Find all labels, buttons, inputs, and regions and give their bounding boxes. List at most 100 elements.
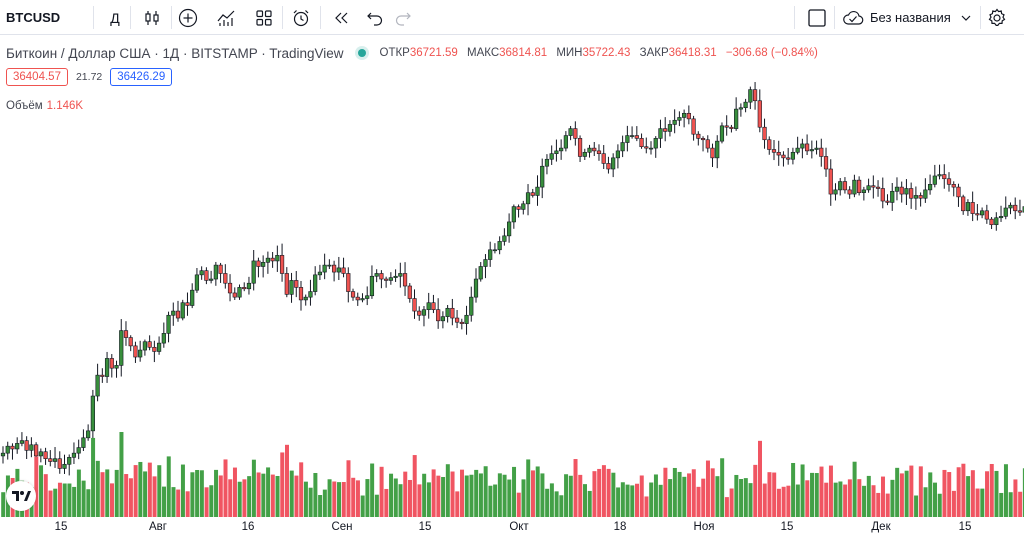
- volume-bar: [687, 473, 692, 517]
- candle-body: [199, 270, 204, 276]
- candle-body: [946, 178, 952, 185]
- volume-bar: [109, 483, 114, 517]
- volume-bar: [578, 474, 583, 517]
- templates-icon[interactable]: [250, 0, 278, 35]
- candle-body: [190, 289, 195, 306]
- candle-body: [629, 135, 635, 137]
- volume-bar: [762, 483, 767, 517]
- volume-bar: [592, 471, 597, 517]
- candle-body: [261, 262, 266, 267]
- volume-bar: [407, 479, 412, 517]
- undo-icon[interactable]: [361, 0, 389, 35]
- volume-bar: [379, 466, 384, 517]
- candle-body: [218, 264, 223, 274]
- candle-body: [436, 309, 441, 322]
- layout-name-label: Без названия: [870, 10, 951, 25]
- candle-body: [833, 189, 838, 195]
- symbol-search-button[interactable]: BTCUSD: [6, 10, 61, 25]
- volume-bar: [734, 474, 739, 517]
- replay-icon[interactable]: [327, 0, 355, 35]
- volume-bar: [389, 473, 394, 517]
- candle-body: [251, 260, 256, 284]
- candle-body: [932, 175, 937, 185]
- volume-bar: [313, 472, 318, 517]
- volume-bar: [374, 494, 379, 517]
- volume-bar: [989, 463, 994, 517]
- candle-body: [521, 203, 526, 210]
- candle-body: [398, 273, 403, 277]
- candle-body: [147, 341, 152, 348]
- volume-bar: [672, 467, 677, 517]
- volume-bar: [124, 474, 129, 517]
- candle-body: [786, 157, 791, 160]
- buy-price-button[interactable]: 36426.29: [110, 68, 173, 86]
- alert-icon[interactable]: [287, 0, 315, 35]
- candle-body: [516, 206, 521, 210]
- ohlc-values: ОТКР36721.59 МАКС36814.81 МИН35722.43 ЗА…: [380, 47, 824, 59]
- series-title[interactable]: Биткоин / Доллар США · 1Д · BITSTAMP · T…: [6, 45, 344, 61]
- volume-bar: [956, 467, 961, 517]
- candle-body: [346, 273, 351, 292]
- candle-body: [232, 292, 237, 298]
- volume-bar: [635, 483, 640, 517]
- volume-bar: [616, 487, 621, 517]
- toolbar-divider: [980, 6, 981, 29]
- candle-body: [242, 287, 247, 290]
- volume-bar: [39, 465, 44, 517]
- volume-bar: [266, 467, 271, 517]
- volume-bar: [611, 472, 616, 517]
- candle-body: [454, 317, 460, 323]
- volume-bar: [370, 463, 375, 517]
- market-status-icon[interactable]: [357, 49, 366, 57]
- timeframe-button[interactable]: Д: [110, 9, 120, 26]
- compare-icon[interactable]: [212, 0, 240, 35]
- candle-body: [445, 307, 450, 317]
- volume-bar: [322, 489, 327, 517]
- toolbar-divider: [130, 6, 131, 29]
- price-chart[interactable]: 15 Авг 16 Сен 15 Окт 18 Ноя 15 Дек 15: [0, 36, 1024, 537]
- candle-body: [95, 374, 100, 397]
- candle-body: [549, 153, 554, 160]
- candle-body: [757, 100, 762, 128]
- gear-icon[interactable]: [983, 0, 1011, 35]
- volume-bar: [119, 432, 124, 517]
- candle-body: [213, 264, 218, 280]
- volume-legend[interactable]: Объём 1.146K: [6, 100, 83, 112]
- low-label: МИН: [556, 47, 583, 59]
- volume-bar: [360, 495, 365, 517]
- volume-bar: [639, 475, 644, 517]
- candle-body: [611, 157, 616, 170]
- candle-body: [511, 206, 516, 223]
- volume-bar: [209, 485, 214, 517]
- volume-bar: [91, 437, 96, 517]
- open-label: ОТКР: [379, 47, 410, 59]
- volume-bar: [204, 487, 209, 517]
- candle-body: [166, 314, 171, 334]
- candle-body: [781, 154, 786, 159]
- volume-bar: [540, 473, 545, 517]
- sell-price-button[interactable]: 36404.57: [6, 68, 68, 86]
- fullscreen-icon[interactable]: [803, 0, 831, 35]
- candle-body: [104, 358, 110, 377]
- indicators-icon[interactable]: [174, 0, 202, 35]
- candle-body: [890, 190, 895, 203]
- candle-body: [705, 139, 710, 149]
- volume-bar: [819, 466, 824, 517]
- candle-body: [686, 112, 691, 120]
- layout-name-button[interactable]: Без названия: [842, 0, 977, 35]
- candles-icon[interactable]: [138, 0, 166, 35]
- candle-body: [327, 264, 332, 267]
- volume-bar: [303, 481, 308, 517]
- tradingview-logo-icon[interactable]: [6, 481, 36, 511]
- volume-bar: [256, 472, 261, 517]
- candle-body: [473, 278, 479, 298]
- volume-bar: [199, 470, 204, 517]
- volume-bar: [218, 475, 223, 517]
- volume-bar: [942, 469, 947, 517]
- candle-body: [67, 457, 72, 465]
- volume-bar: [668, 479, 673, 517]
- volume-bar: [535, 466, 540, 517]
- candle-body: [204, 270, 209, 281]
- volume-bar: [1018, 491, 1023, 517]
- candle-body: [715, 140, 720, 159]
